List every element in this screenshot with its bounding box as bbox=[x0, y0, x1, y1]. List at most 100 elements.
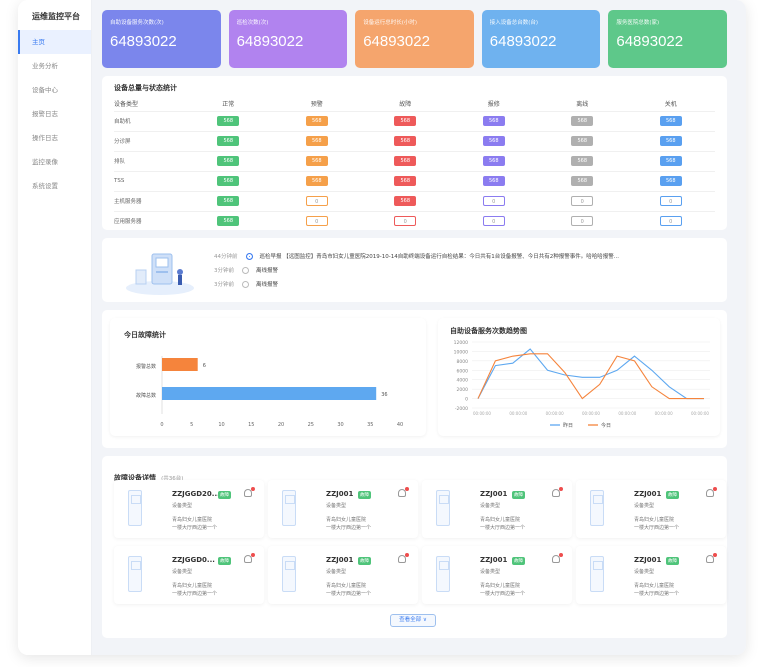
device-card[interactable]: ZZJ001 故障 设备类型 青岛妇女儿童医院 一楼大厅西边第一个 bbox=[576, 546, 726, 604]
fault-status-badge: 故障 bbox=[666, 557, 679, 565]
status-count-badge[interactable]: 568 bbox=[394, 116, 417, 126]
status-count-badge[interactable]: 568 bbox=[571, 136, 594, 146]
status-count-badge[interactable]: 568 bbox=[217, 136, 240, 146]
status-count-badge[interactable]: 568 bbox=[482, 156, 505, 166]
alarm-bell-icon[interactable] bbox=[552, 553, 563, 563]
status-cell: 568 bbox=[361, 190, 450, 211]
device-card[interactable]: ZZJGGD20... 故障 设备类型 青岛妇女儿童医院 一楼大厅西边第一个 bbox=[114, 480, 264, 538]
alarm-bell-icon[interactable] bbox=[706, 487, 717, 497]
table-row: 分诊屏 568 568 568 568 568 568 bbox=[114, 130, 715, 151]
y-tick-label: 0 bbox=[465, 397, 468, 403]
notice-item[interactable]: 3分钟前离线报警查看详情 bbox=[214, 264, 694, 278]
notice-item[interactable]: 44分钟前 巡检早报 【远图监控】青岛市妇女儿童医院2019-10-14自助终端设… bbox=[214, 250, 694, 264]
status-count-badge[interactable]: 568 bbox=[659, 156, 682, 166]
status-count-badge[interactable]: 568 bbox=[394, 196, 417, 206]
status-count-badge[interactable]: 0 bbox=[571, 196, 594, 206]
status-cell: 568 bbox=[184, 150, 273, 171]
status-cell: 568 bbox=[184, 110, 273, 131]
notice-radio[interactable] bbox=[242, 281, 249, 288]
x-tick-label: 15 bbox=[248, 422, 254, 428]
device-type: 设备类型 bbox=[634, 503, 655, 509]
alarm-bell-icon[interactable] bbox=[244, 487, 255, 497]
device-id: ZZJ001 bbox=[634, 556, 662, 564]
status-count-badge[interactable]: 568 bbox=[482, 116, 505, 126]
status-count-badge[interactable]: 568 bbox=[659, 176, 682, 186]
x-tick-label: 25 bbox=[308, 422, 314, 428]
status-count-badge[interactable]: 568 bbox=[482, 136, 505, 146]
status-count-badge[interactable]: 0 bbox=[482, 216, 505, 227]
notice-item[interactable]: 3分钟前离线报警查看详情 bbox=[214, 278, 694, 292]
status-count-badge[interactable]: 568 bbox=[217, 116, 240, 126]
bar bbox=[162, 358, 198, 371]
device-card[interactable]: ZZJ001 故障 设备类型 青岛妇女儿童医院 一楼大厅西边第一个 bbox=[422, 480, 572, 538]
stat-value: 64893022 bbox=[616, 33, 684, 50]
status-count-badge[interactable]: 0 bbox=[659, 196, 682, 206]
device-status-table: 设备类型 正常 预警 故障 报修 离线 关机 自助机 568 568 568 568 568 568 分诊… bbox=[114, 97, 715, 231]
notice-radio[interactable] bbox=[245, 253, 253, 260]
device-card[interactable]: ZZJ001 故障 设备类型 青岛妇女儿童医院 一楼大厅西边第一个 bbox=[576, 480, 726, 538]
status-count-badge[interactable]: 568 bbox=[305, 136, 328, 146]
status-count-badge[interactable]: 0 bbox=[659, 216, 682, 227]
fault-status-badge: 故障 bbox=[218, 491, 231, 499]
sidebar-item[interactable]: 设备中心 bbox=[32, 86, 58, 94]
status-count-badge[interactable]: 568 bbox=[305, 156, 328, 166]
fault-status-badge: 故障 bbox=[512, 557, 525, 565]
status-count-badge[interactable]: 568 bbox=[394, 156, 417, 166]
status-cell: 0 bbox=[626, 210, 715, 231]
sidebar-item[interactable]: 系统设置 bbox=[32, 182, 58, 190]
stat-label: 自助设备服务次数(次) bbox=[110, 20, 164, 26]
sidebar-item[interactable]: 主页 bbox=[18, 30, 91, 54]
status-count-badge[interactable]: 568 bbox=[217, 196, 240, 206]
sidebar-item[interactable]: 业务分析 bbox=[32, 62, 58, 70]
status-cell: 0 bbox=[272, 190, 361, 211]
status-count-badge[interactable]: 568 bbox=[571, 176, 594, 186]
status-count-badge[interactable]: 0 bbox=[482, 196, 505, 206]
status-count-badge[interactable]: 568 bbox=[217, 216, 240, 227]
alarm-bell-icon[interactable] bbox=[552, 487, 563, 497]
alarm-bell-icon[interactable] bbox=[706, 553, 717, 563]
status-count-badge[interactable]: 0 bbox=[305, 196, 328, 206]
x-tick-label: 35 bbox=[367, 422, 373, 428]
status-cell: 568 bbox=[184, 190, 273, 211]
sidebar-item[interactable]: 监控录像 bbox=[32, 158, 58, 166]
trend-chart-panel: 自助设备服务次数趋势图 -2000 0 2000 4000 6000 8000 10000 1… bbox=[438, 318, 720, 436]
device-card[interactable]: ZZJ001 故障 设备类型 青岛妇女儿童医院 一楼大厅西边第一个 bbox=[268, 546, 418, 604]
status-count-badge[interactable]: 568 bbox=[394, 136, 417, 146]
device-card[interactable]: ZZJ001 故障 设备类型 青岛妇女儿童医院 一楼大厅西边第一个 bbox=[268, 480, 418, 538]
fault-status-badge: 故障 bbox=[358, 557, 371, 565]
status-count-badge[interactable]: 568 bbox=[659, 116, 682, 126]
device-card[interactable]: ZZJGGD0... 故障 设备类型 青岛妇女儿童医院 一楼大厅西边第一个 bbox=[114, 546, 264, 604]
device-hospital: 青岛妇女儿童医院 bbox=[480, 583, 521, 589]
status-count-badge[interactable]: 568 bbox=[217, 156, 240, 166]
kiosk-device-icon bbox=[128, 556, 142, 592]
status-count-badge[interactable]: 568 bbox=[659, 136, 682, 146]
status-count-badge[interactable]: 0 bbox=[305, 216, 328, 227]
y-category-label: 报警总数 bbox=[136, 363, 156, 370]
table-header: 设备类型 bbox=[114, 101, 139, 109]
status-count-badge[interactable]: 568 bbox=[394, 176, 417, 186]
status-count-badge[interactable]: 0 bbox=[571, 216, 594, 227]
alarm-bell-icon[interactable] bbox=[244, 553, 255, 563]
status-count-badge[interactable]: 568 bbox=[305, 176, 328, 186]
sidebar-item[interactable]: 操作日志 bbox=[32, 134, 58, 142]
notice-radio[interactable] bbox=[242, 267, 249, 274]
status-count-badge[interactable]: 0 bbox=[394, 216, 417, 227]
status-cell: 568 bbox=[361, 110, 450, 131]
status-count-badge[interactable]: 568 bbox=[482, 176, 505, 186]
sidebar-item[interactable]: 报警日志 bbox=[32, 110, 58, 118]
fault-status-badge: 故障 bbox=[358, 491, 371, 499]
status-count-badge[interactable]: 568 bbox=[217, 176, 240, 186]
device-card[interactable]: ZZJ001 故障 设备类型 青岛妇女儿童医院 一楼大厅西边第一个 bbox=[422, 546, 572, 604]
alarm-bell-icon[interactable] bbox=[398, 553, 409, 563]
view-all-button[interactable]: 查看全部 ∨ bbox=[390, 614, 436, 627]
status-count-badge[interactable]: 568 bbox=[305, 116, 328, 126]
device-hospital: 青岛妇女儿童医院 bbox=[326, 583, 367, 589]
device-type: 设备类型 bbox=[480, 503, 501, 509]
status-cell: 568 bbox=[184, 210, 273, 231]
status-count-badge[interactable]: 568 bbox=[571, 116, 594, 126]
device-location: 一楼大厅西边第一个 bbox=[634, 591, 680, 597]
table-header: 离线 bbox=[576, 101, 589, 109]
alarm-bell-icon[interactable] bbox=[398, 487, 409, 497]
status-cell: 568 bbox=[626, 130, 715, 151]
status-count-badge[interactable]: 568 bbox=[571, 156, 594, 166]
